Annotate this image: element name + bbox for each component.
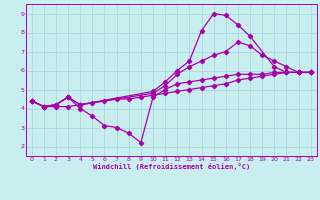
X-axis label: Windchill (Refroidissement éolien,°C): Windchill (Refroidissement éolien,°C) [92, 163, 250, 170]
